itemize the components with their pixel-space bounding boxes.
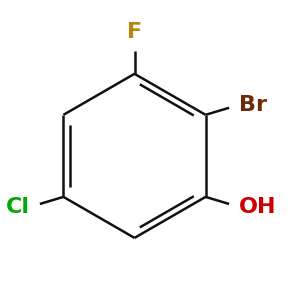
Text: Cl: Cl (6, 197, 30, 217)
Text: F: F (127, 22, 142, 42)
Text: OH: OH (239, 197, 277, 217)
Text: Br: Br (239, 95, 267, 115)
